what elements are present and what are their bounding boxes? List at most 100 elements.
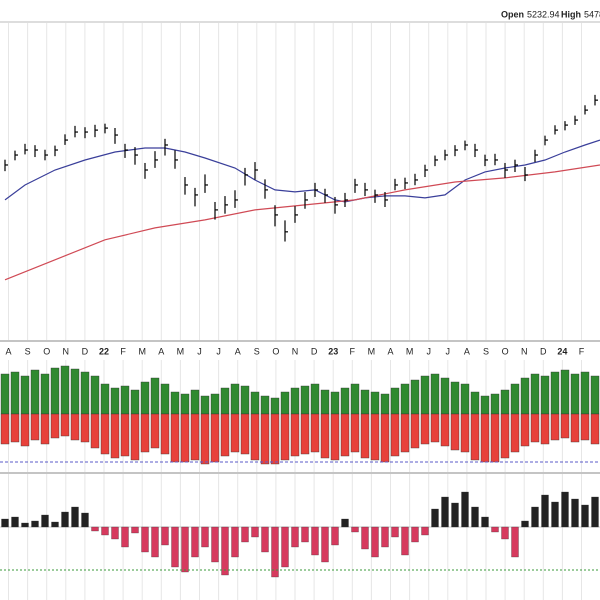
breadth-bar (460, 383, 470, 415)
x-tick-label: O (43, 346, 50, 356)
histogram-bar (291, 526, 299, 548)
breadth-bar (410, 379, 420, 415)
x-tick-label: O (502, 346, 509, 356)
x-tick-label: J (426, 346, 431, 356)
histogram-bar (411, 526, 419, 543)
x-tick-label: M (138, 346, 146, 356)
breadth-bar (480, 413, 490, 463)
breadth-bar (500, 389, 510, 415)
x-tick-label: D (82, 346, 89, 356)
histogram-bar (421, 526, 429, 536)
breadth-bar (190, 413, 200, 461)
breadth-bar (450, 413, 460, 451)
histogram-bar (311, 526, 319, 556)
x-tick-label: A (464, 346, 470, 356)
histogram-bar (351, 526, 359, 533)
histogram-bar (331, 526, 339, 546)
breadth-bar (160, 413, 170, 455)
high-value: 5478. (584, 9, 600, 19)
x-tick-label: D (540, 346, 547, 356)
breadth-bar (40, 413, 50, 445)
histogram-bar (591, 496, 599, 528)
breadth-bar (580, 413, 590, 441)
breadth-bar (550, 371, 560, 415)
histogram-bar (321, 526, 329, 563)
breadth-bar (320, 389, 330, 415)
breadth-bar (250, 413, 260, 461)
breadth-bar (350, 383, 360, 415)
histogram-bar (371, 526, 379, 558)
histogram-bar (211, 526, 219, 563)
x-tick-label: A (158, 346, 164, 356)
breadth-bar (330, 413, 340, 461)
x-tick-label: S (483, 346, 489, 356)
breadth-bar (420, 413, 430, 445)
breadth-bar (560, 369, 570, 415)
breadth-bar (80, 371, 90, 415)
open-label: Open (501, 9, 524, 19)
breadth-bar (30, 369, 40, 415)
histogram-bar (161, 526, 169, 546)
breadth-bar (520, 377, 530, 415)
breadth-bar (570, 413, 580, 443)
histogram-bar (581, 504, 589, 528)
breadth-bar (510, 413, 520, 453)
histogram-bar (31, 520, 39, 528)
histogram-bar (111, 526, 119, 540)
histogram-bar (71, 506, 79, 528)
histogram-bar (181, 526, 189, 573)
histogram-bar (391, 526, 399, 538)
breadth-bar (170, 391, 180, 415)
breadth-bar (160, 383, 170, 415)
breadth-bar (590, 375, 600, 415)
breadth-bar (440, 377, 450, 415)
x-tick-label: A (387, 346, 393, 356)
breadth-bar (90, 375, 100, 415)
breadth-bar (520, 413, 530, 447)
x-tick-label: J (197, 346, 202, 356)
x-tick-label: S (254, 346, 260, 356)
histogram-bar (451, 502, 459, 528)
histogram-bar (431, 508, 439, 528)
breadth-bar (360, 389, 370, 415)
breadth-bar (530, 413, 540, 443)
breadth-bar (420, 375, 430, 415)
x-tick-label: 24 (557, 346, 567, 356)
breadth-bar (340, 387, 350, 415)
breadth-bar (410, 413, 420, 449)
histogram-bar (1, 518, 9, 528)
histogram-bar (381, 526, 389, 548)
histogram-bar (441, 496, 449, 528)
x-tick-label: M (368, 346, 376, 356)
histogram-bar (241, 526, 249, 543)
breadth-bar (400, 383, 410, 415)
histogram-bar (101, 526, 109, 536)
breadth-bar (200, 395, 210, 415)
breadth-bar (230, 383, 240, 415)
breadth-bar (120, 413, 130, 457)
breadth-bar (60, 413, 70, 437)
breadth-bar (220, 387, 230, 415)
breadth-bar (270, 413, 280, 465)
breadth-bar (480, 395, 490, 415)
breadth-bar (90, 413, 100, 449)
breadth-bar (310, 413, 320, 453)
x-tick-label: N (521, 346, 528, 356)
histogram-bar (221, 526, 229, 576)
breadth-bar (10, 371, 20, 415)
breadth-bar (60, 365, 70, 415)
breadth-bar (120, 385, 130, 415)
histogram-bar (141, 526, 149, 553)
x-tick-label: O (272, 346, 279, 356)
open-value: 5232.94 (527, 9, 560, 19)
histogram-bar (231, 526, 239, 558)
breadth-bar (340, 413, 350, 457)
breadth-bar (260, 413, 270, 465)
breadth-bar (70, 413, 80, 441)
x-tick-label: M (177, 346, 185, 356)
histogram-bar (471, 506, 479, 528)
breadth-bar (100, 383, 110, 415)
breadth-bar (200, 413, 210, 465)
breadth-bar (20, 413, 30, 447)
